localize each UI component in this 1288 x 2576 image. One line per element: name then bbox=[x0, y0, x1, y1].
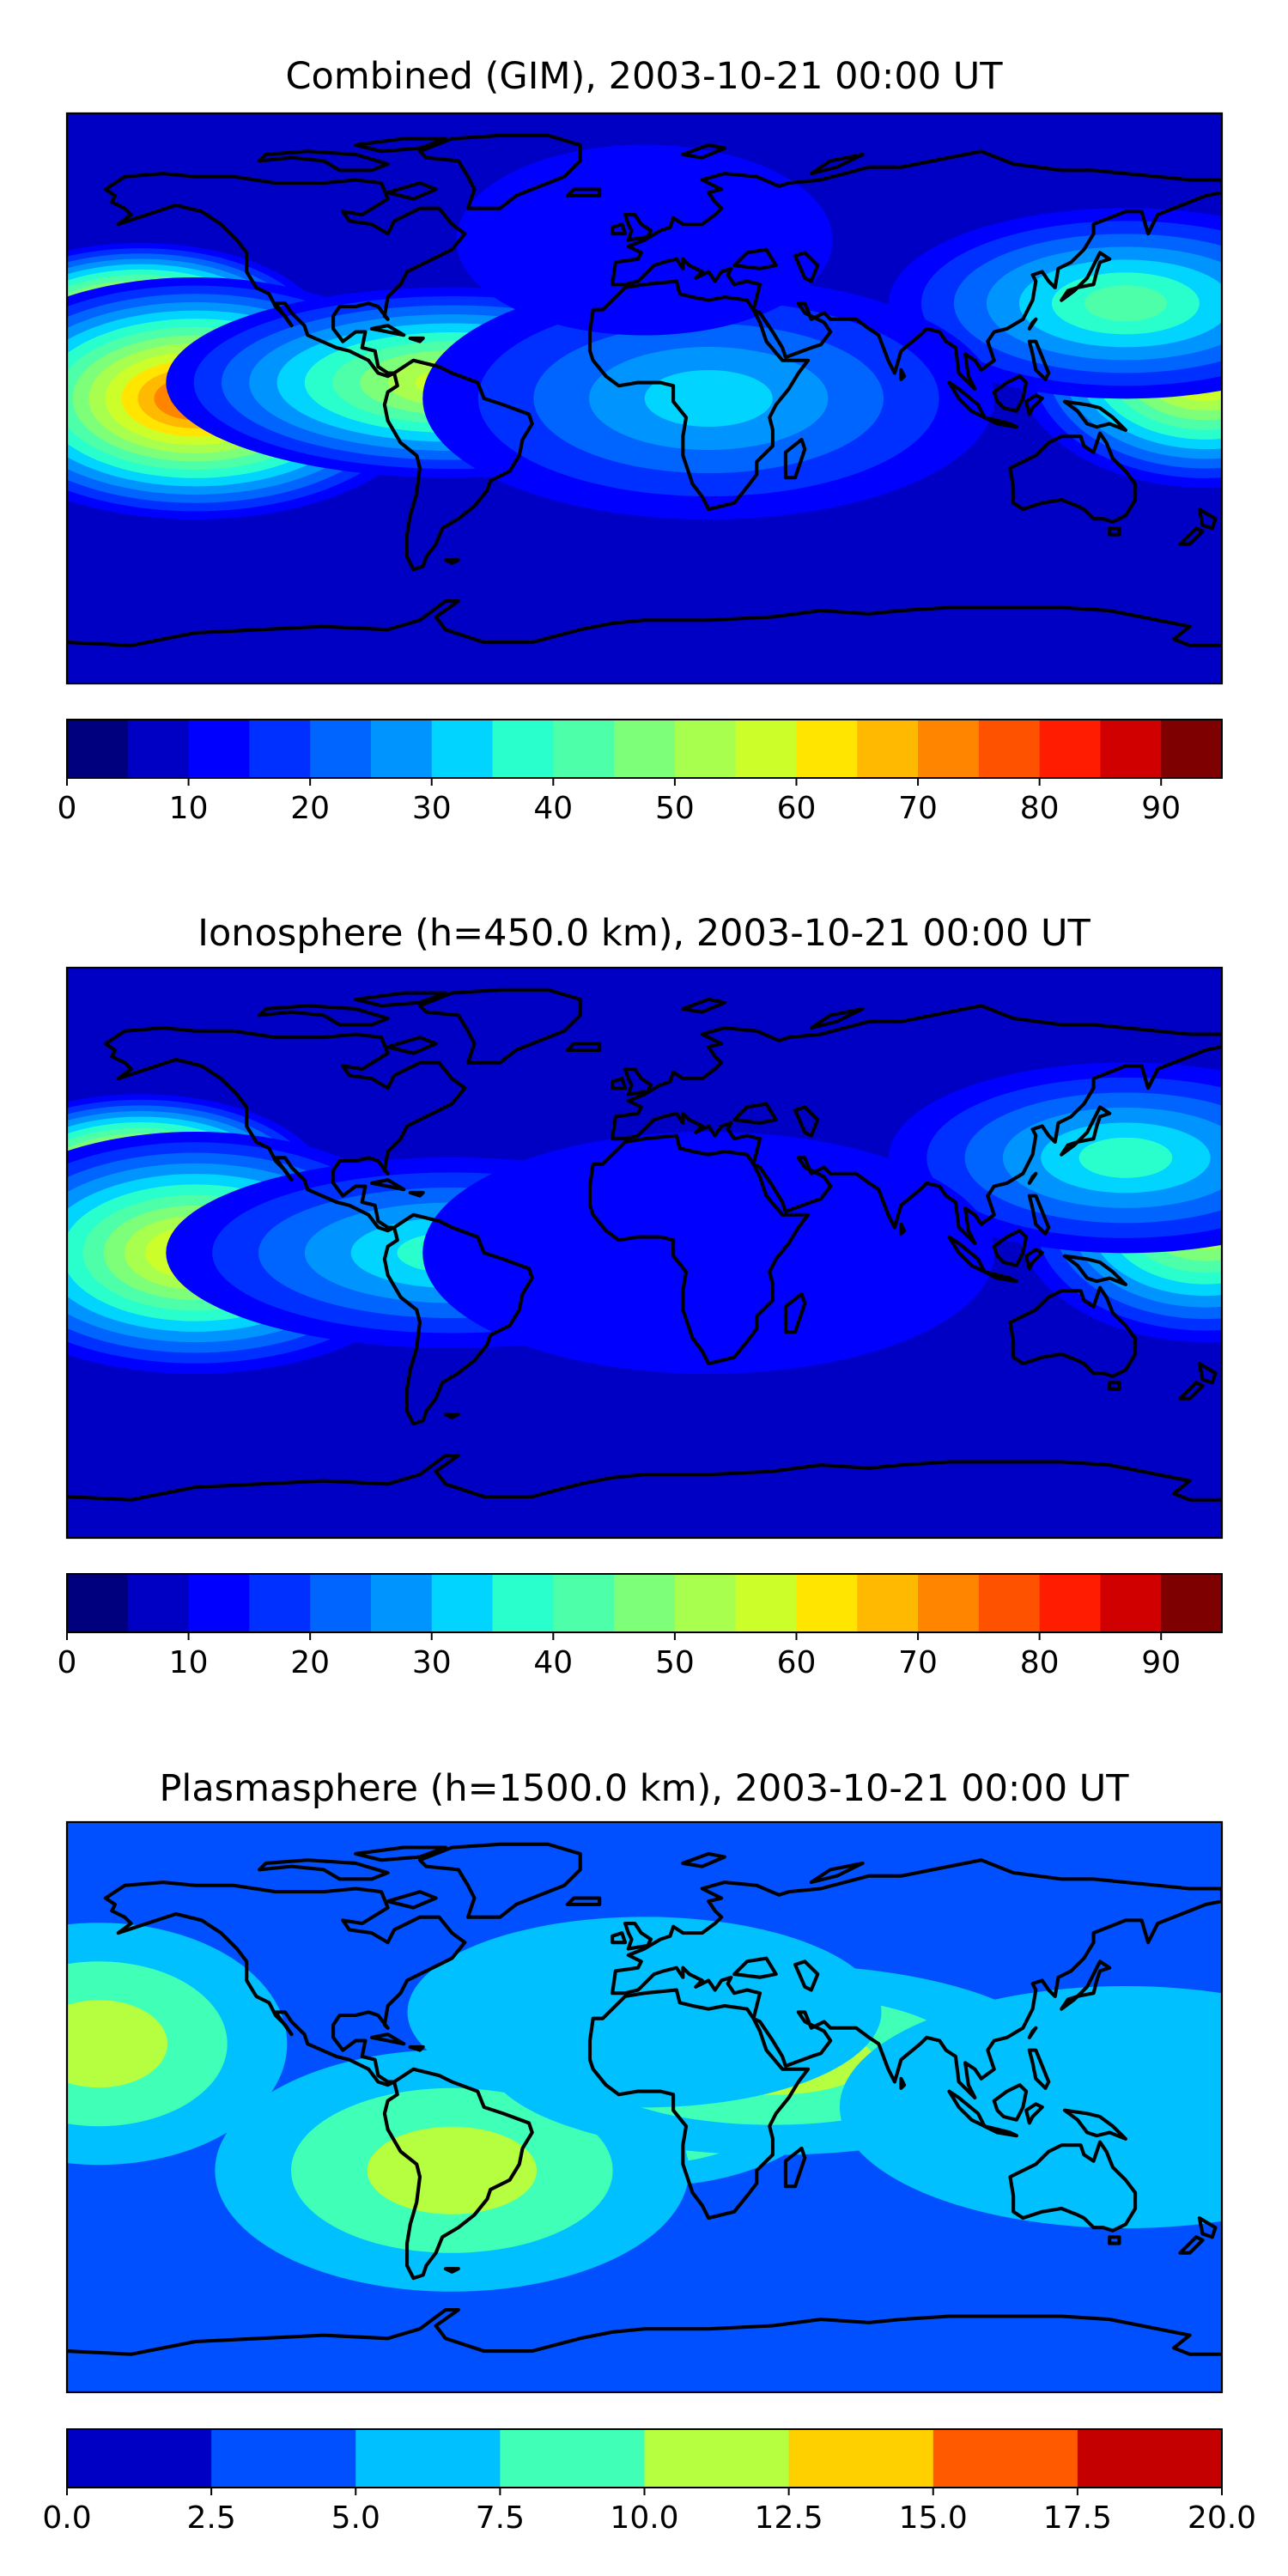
colorbar-tick-label: 50 bbox=[655, 791, 695, 826]
map-frame bbox=[65, 966, 1224, 1540]
colorbar-segment bbox=[857, 720, 919, 778]
map-frame bbox=[65, 1820, 1224, 2394]
colorbar-segment bbox=[978, 720, 1041, 778]
colorbar-tick-label: 2.5 bbox=[186, 2500, 235, 2536]
colorbar-segment bbox=[431, 720, 494, 778]
colorbar-tick-label: 70 bbox=[898, 1645, 938, 1680]
colorbar-segment bbox=[355, 2429, 501, 2488]
colorbar-tick-label: 60 bbox=[777, 791, 817, 826]
map-panel-ionosphere bbox=[65, 966, 1224, 1540]
colorbar-tick-label: 20 bbox=[290, 791, 330, 826]
colorbar-segment bbox=[674, 1574, 737, 1632]
colorbar-segment bbox=[614, 720, 676, 778]
colorbar-tick-label: 0 bbox=[58, 791, 77, 826]
colorbar-segment bbox=[188, 1574, 250, 1632]
map-panel-combined bbox=[65, 112, 1224, 685]
colorbar-segment bbox=[67, 2429, 212, 2488]
colorbar-segment bbox=[370, 1574, 433, 1632]
contour-level bbox=[644, 370, 773, 427]
colorbar-segment bbox=[127, 1574, 190, 1632]
colorbar-segment bbox=[788, 2429, 934, 2488]
panel-title-ionosphere: Ionosphere (h=450.0 km), 2003-10-21 00:0… bbox=[197, 912, 1091, 955]
colorbar-segment bbox=[857, 1574, 919, 1632]
contour-level bbox=[367, 2126, 537, 2215]
colorbar-plasmasphere: 0.0 2.5 5.0 7.5 10.0 12.5 15.0 17.5 20.0 bbox=[42, 2428, 1256, 2536]
panel-title-plasmasphere: Plasmasphere (h=1500.0 km), 2003-10-21 0… bbox=[159, 1767, 1129, 1810]
colorbar-segment bbox=[918, 1574, 980, 1632]
colorbar-segment bbox=[1039, 720, 1102, 778]
colorbar-segment bbox=[500, 2429, 646, 2488]
colorbar-tick-label: 30 bbox=[412, 791, 452, 826]
colorbar-frame bbox=[66, 719, 1223, 779]
colorbar-segment bbox=[553, 720, 615, 778]
colorbar-segment bbox=[796, 1574, 858, 1632]
colorbar-tick-label: 0 bbox=[58, 1645, 77, 1680]
colorbar-segment bbox=[553, 1574, 615, 1632]
colorbar-segment bbox=[249, 720, 311, 778]
colorbar-tick-label: 90 bbox=[1141, 791, 1181, 826]
colorbar-segment bbox=[249, 1574, 311, 1632]
colorbar-tick-label: 60 bbox=[777, 1645, 817, 1680]
colorbar-segment bbox=[1161, 1574, 1223, 1632]
colorbar-segment bbox=[978, 1574, 1041, 1632]
colorbar-tick-label: 10.0 bbox=[610, 2500, 678, 2536]
colorbar-segment bbox=[310, 720, 372, 778]
colorbar-segment bbox=[796, 720, 858, 778]
contour-level bbox=[1084, 285, 1167, 322]
colorbar-tick-label: 70 bbox=[898, 791, 938, 826]
panel-title-combined: Combined (GIM), 2003-10-21 00:00 UT bbox=[285, 55, 1003, 98]
contour-level bbox=[407, 1917, 882, 2108]
colorbar-segment bbox=[370, 720, 433, 778]
colorbar-tick-label: 80 bbox=[1020, 791, 1060, 826]
colorbar-tick-label: 40 bbox=[533, 791, 573, 826]
colorbar-segment bbox=[127, 720, 190, 778]
contour-level bbox=[1078, 1137, 1173, 1178]
colorbar-tick-label: 15.0 bbox=[899, 2500, 968, 2536]
colorbar-tick-label: 17.5 bbox=[1043, 2500, 1112, 2536]
colorbar-segment bbox=[188, 720, 250, 778]
colorbar-segment bbox=[67, 720, 129, 778]
contour-level bbox=[422, 1132, 995, 1374]
colorbar-tick-label: 30 bbox=[412, 1645, 452, 1680]
colorbar-segment bbox=[1077, 2429, 1223, 2488]
colorbar-segment bbox=[211, 2429, 356, 2488]
colorbar-segment bbox=[1100, 720, 1162, 778]
colorbar-segment bbox=[1039, 1574, 1102, 1632]
contour-level bbox=[67, 2000, 168, 2088]
colorbar-segment bbox=[933, 2429, 1078, 2488]
colorbar-tick-label: 20 bbox=[290, 1645, 330, 1680]
colorbar-tick-label: 40 bbox=[533, 1645, 573, 1680]
colorbar-segment bbox=[918, 720, 980, 778]
colorbar-tick-label: 50 bbox=[655, 1645, 695, 1680]
map-frame bbox=[65, 112, 1224, 685]
colorbar-tick-label: 12.5 bbox=[755, 2500, 823, 2536]
colorbar-segment bbox=[644, 2429, 790, 2488]
colorbar-segment bbox=[310, 1574, 372, 1632]
map-panel-plasmasphere bbox=[65, 1820, 1224, 2394]
colorbar-tick-label: 90 bbox=[1141, 1645, 1181, 1680]
colorbar-tick-label: 80 bbox=[1020, 1645, 1060, 1680]
colorbar-tick-label: 0.0 bbox=[42, 2500, 91, 2536]
colorbar-tick-label: 20.0 bbox=[1188, 2500, 1256, 2536]
colorbar-segment bbox=[67, 1574, 129, 1632]
colorbar-tick-label: 10 bbox=[169, 1645, 209, 1680]
colorbar-segment bbox=[614, 1574, 676, 1632]
colorbar-segment bbox=[492, 720, 554, 778]
colorbar-segment bbox=[1161, 720, 1223, 778]
colorbar-segment bbox=[735, 1574, 798, 1632]
colorbar-combined: 0 10 20 30 40 50 60 70 80 90 bbox=[58, 719, 1223, 826]
colorbar-tick-label: 10 bbox=[169, 791, 209, 826]
colorbar-segment bbox=[674, 720, 737, 778]
colorbar-segment bbox=[1100, 1574, 1162, 1632]
colorbar-ionosphere: 0 10 20 30 40 50 60 70 80 90 bbox=[58, 1573, 1223, 1680]
colorbar-tick-label: 7.5 bbox=[476, 2500, 525, 2536]
colorbar-frame bbox=[66, 1573, 1223, 1633]
colorbar-segment bbox=[431, 1574, 494, 1632]
colorbar-tick-label: 5.0 bbox=[331, 2500, 380, 2536]
colorbar-segment bbox=[735, 720, 798, 778]
colorbar-segment bbox=[492, 1574, 554, 1632]
